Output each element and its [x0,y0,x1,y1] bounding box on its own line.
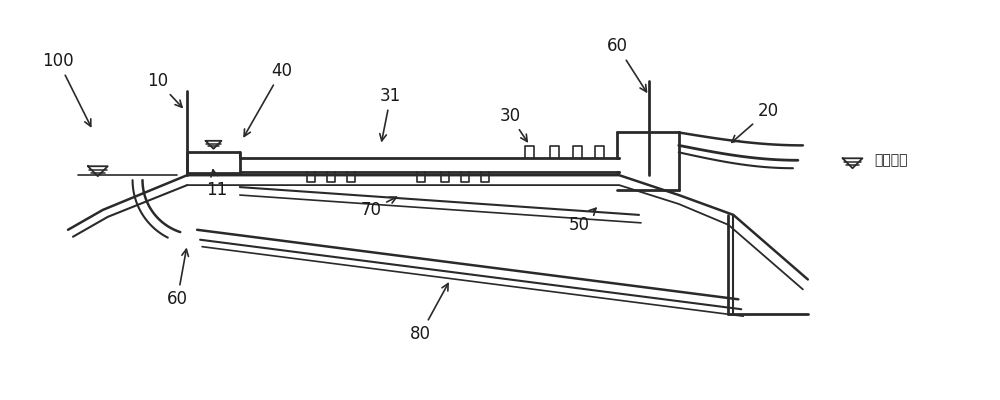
Text: 60: 60 [607,37,646,92]
Text: 31: 31 [380,87,401,141]
Text: 80: 80 [410,284,448,343]
Text: 60: 60 [167,249,188,308]
Text: 50: 50 [569,208,596,234]
Text: 30: 30 [499,106,527,142]
Text: 100: 100 [42,52,91,126]
Text: 40: 40 [244,62,292,136]
Text: 10: 10 [147,72,182,107]
Text: 11: 11 [206,170,228,199]
Text: 70: 70 [360,197,397,219]
Text: 20: 20 [732,102,779,142]
Text: 涨潮水位: 涨潮水位 [874,153,908,167]
